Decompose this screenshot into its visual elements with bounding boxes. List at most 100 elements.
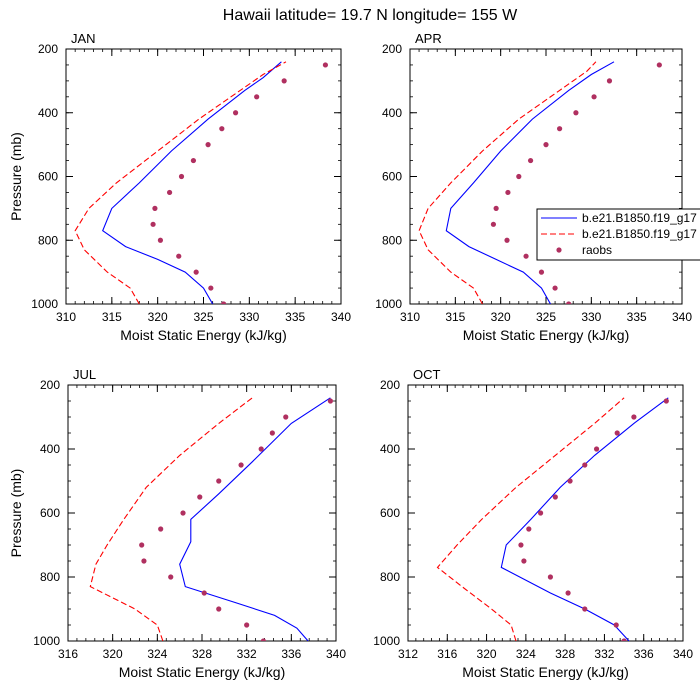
- raobs-point: [152, 205, 158, 211]
- raobs-point: [505, 189, 511, 196]
- raobs-point: [150, 221, 156, 227]
- x-axis-label: Moist Static Energy (kJ/kg): [120, 327, 287, 343]
- raobs-point: [201, 590, 207, 596]
- plot-frame: [67, 384, 337, 642]
- raobs-point: [621, 638, 627, 641]
- raobs-point: [221, 301, 227, 304]
- y-tick-label: 600: [380, 506, 400, 520]
- raobs-point: [322, 62, 329, 68]
- x-tick-label: 315: [445, 310, 465, 324]
- raobs-point: [238, 462, 244, 468]
- x-tick-label: 330: [239, 310, 259, 324]
- x-tick-label: 328: [555, 647, 575, 661]
- x-tick-label: 310: [56, 310, 76, 324]
- raobs-point: [552, 285, 558, 291]
- raobs-point: [614, 430, 620, 436]
- raobs-point: [176, 253, 182, 259]
- x-tick-label: 324: [516, 647, 536, 661]
- legend-label: b.e21.B1850.f19_g17: [582, 227, 697, 241]
- raobs-point: [573, 110, 579, 116]
- panel-title: JAN: [71, 31, 96, 46]
- panel-jul: 316 320 324 328 332 336 340 200 400 600 800 1000 JUL…: [8, 367, 346, 680]
- raobs-point: [566, 301, 572, 304]
- x-tick-label: 332: [594, 647, 614, 661]
- panel-apr: 310 315 320 325 330 335 340 200 400 600 800 1000 APR…: [375, 31, 692, 343]
- legend-marker-swatch: [556, 247, 562, 253]
- y-tick-label: 1000: [375, 297, 402, 311]
- x-tick-label: 328: [192, 647, 212, 661]
- raobs-point: [582, 606, 588, 612]
- x-tick-label: 315: [102, 310, 122, 324]
- x-tick-label: 336: [634, 647, 654, 661]
- y-axis-label: Pressure (mb): [8, 469, 24, 558]
- raobs-point: [518, 542, 524, 548]
- legend-entry: b.e21.B1850.f19_g17: [541, 227, 697, 241]
- series-line-dashed: [436, 397, 625, 641]
- plot-frame: [407, 384, 684, 642]
- x-tick-label: 310: [400, 310, 420, 324]
- data-layer: [418, 61, 662, 304]
- raobs-point: [547, 574, 554, 580]
- raobs-point: [538, 269, 545, 275]
- raobs-point: [269, 430, 275, 436]
- y-tick-label: 800: [38, 233, 58, 247]
- y-tick-label: 800: [380, 570, 400, 584]
- raobs-point: [656, 62, 662, 68]
- raobs-point: [504, 237, 510, 243]
- data-layer: [436, 397, 669, 641]
- raobs-point: [327, 398, 334, 404]
- raobs-point: [523, 253, 529, 259]
- raobs-point: [219, 126, 225, 132]
- x-tick-label: 320: [477, 647, 497, 661]
- x-tick-label: 324: [147, 647, 167, 661]
- figure-title: Hawaii latitude= 19.7 N longitude= 155 W: [223, 7, 518, 24]
- y-tick-label: 200: [40, 378, 60, 392]
- legend-label: raobs: [582, 243, 612, 257]
- x-tick-label: 325: [536, 310, 556, 324]
- raobs-point: [591, 94, 597, 100]
- x-tick-label: 325: [193, 310, 213, 324]
- x-axis-label: Moist Static Energy (kJ/kg): [462, 664, 629, 680]
- x-tick-label: 320: [148, 310, 168, 324]
- series-line-dashed: [74, 61, 287, 304]
- raobs-point: [157, 237, 164, 243]
- x-tick-label: 312: [398, 647, 418, 661]
- x-tick-label: 340: [673, 647, 693, 661]
- data-layer: [74, 61, 329, 304]
- x-tick-label: 336: [281, 647, 301, 661]
- raobs-point: [490, 221, 497, 227]
- raobs-point: [141, 558, 147, 564]
- raobs-point: [232, 110, 239, 116]
- raobs-point: [158, 526, 164, 532]
- raobs-point: [663, 398, 669, 404]
- raobs-point: [139, 542, 145, 548]
- raobs-point: [216, 478, 222, 484]
- raobs-point: [593, 446, 600, 452]
- y-tick-label: 600: [38, 170, 58, 184]
- x-tick-label: 340: [326, 647, 346, 661]
- y-tick-label: 600: [382, 170, 402, 184]
- panel-title: APR: [415, 31, 442, 46]
- raobs-point: [168, 574, 174, 580]
- raobs-point: [208, 285, 214, 291]
- y-tick-label: 400: [38, 106, 58, 120]
- panels: 310 315 320 325 330 335 340 200 400 600 800 1000 JAN…: [8, 31, 693, 680]
- raobs-point: [521, 558, 527, 564]
- panel-oct: 312 316 320 324 328 332 336 340 200 400 600 800 1000…: [373, 367, 693, 680]
- legend-entry: raobs: [556, 243, 612, 257]
- x-axis-label: Moist Static Energy (kJ/kg): [463, 327, 630, 343]
- x-axis-label: Moist Static Energy (kJ/kg): [119, 664, 286, 680]
- y-tick-label: 1000: [33, 634, 60, 648]
- y-axis-label: Pressure (mb): [8, 132, 24, 221]
- raobs-point: [283, 414, 289, 420]
- raobs-point: [526, 526, 532, 532]
- y-tick-label: 400: [382, 106, 402, 120]
- raobs-point: [527, 157, 534, 164]
- series-line-solid: [500, 397, 669, 641]
- y-tick-label: 200: [382, 42, 402, 56]
- raobs-point: [537, 510, 544, 516]
- y-tick-label: 800: [40, 570, 60, 584]
- raobs-point: [543, 142, 549, 148]
- series-line-dashed: [89, 397, 253, 641]
